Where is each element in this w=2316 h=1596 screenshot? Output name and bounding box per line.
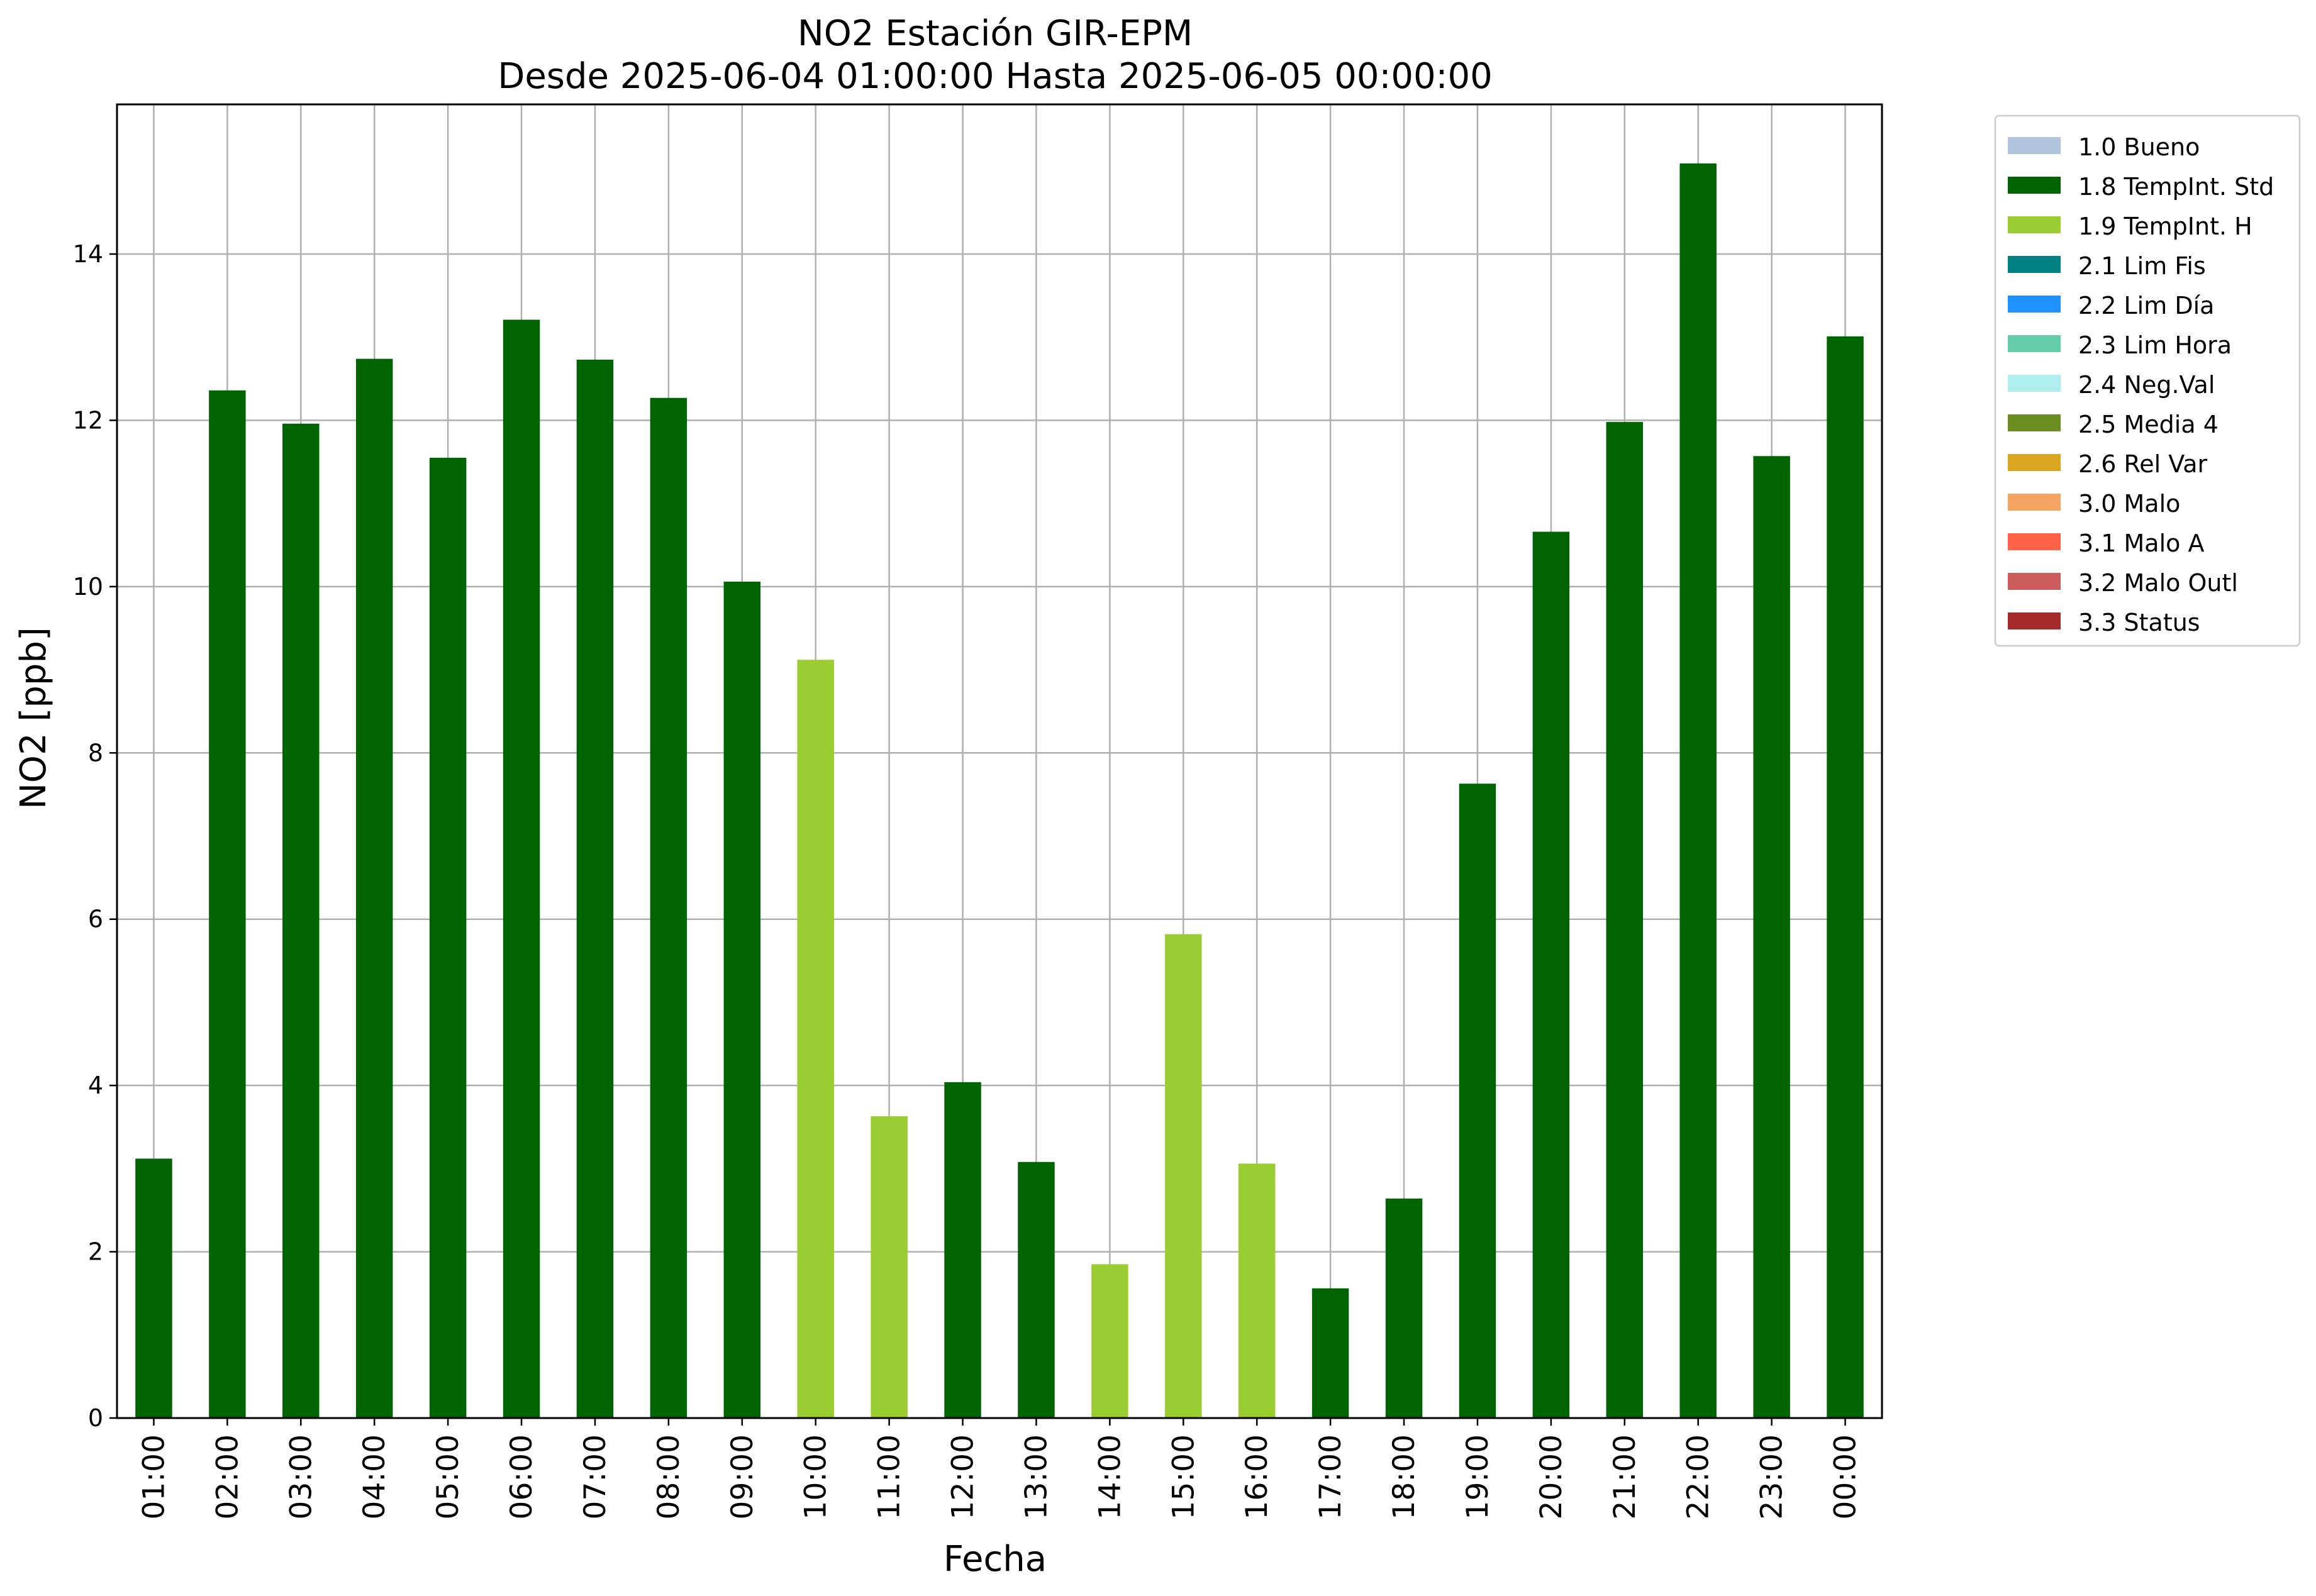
y-tick-label: 10 <box>73 573 103 601</box>
bar <box>1238 1163 1276 1418</box>
bar <box>576 359 614 1418</box>
x-tick-label: 08:00 <box>652 1434 686 1519</box>
x-tick-label: 17:00 <box>1313 1434 1348 1519</box>
bar <box>1165 934 1202 1418</box>
y-tick-label: 0 <box>88 1404 103 1432</box>
x-tick-label: 07:00 <box>578 1434 613 1519</box>
y-tick-label: 6 <box>88 906 103 933</box>
legend-swatch <box>2008 177 2061 194</box>
legend-label: 2.2 Lim Día <box>2078 292 2214 319</box>
bar <box>1091 1264 1128 1418</box>
x-axis: 01:00 02:00 03:00 04:00 05:00 06:00 07:00 08:00… <box>136 1418 1863 1519</box>
legend-swatch <box>2008 612 2061 629</box>
legend-label: 2.3 Lim Hora <box>2078 331 2232 359</box>
bar <box>1753 456 1790 1418</box>
x-tick-label: 10:00 <box>799 1434 833 1519</box>
legend-label: 3.3 Status <box>2078 609 2200 636</box>
bar <box>209 390 246 1418</box>
y-tick-label: 4 <box>88 1072 103 1099</box>
bar <box>135 1158 172 1418</box>
x-tick-label: 21:00 <box>1608 1434 1642 1519</box>
legend-label: 3.0 Malo <box>2078 490 2180 518</box>
bar <box>1532 531 1570 1418</box>
legend-swatch <box>2008 454 2061 471</box>
bar <box>1679 163 1717 1418</box>
x-tick-label: 23:00 <box>1755 1434 1790 1519</box>
x-tick-label: 18:00 <box>1387 1434 1422 1519</box>
legend-label: 3.1 Malo A <box>2078 529 2204 557</box>
legend-label: 2.4 Neg.Val <box>2078 371 2215 399</box>
x-axis-label: Fecha <box>944 1539 1047 1580</box>
legend-swatch <box>2008 256 2061 273</box>
x-tick-label: 02:00 <box>210 1434 245 1519</box>
x-tick-label: 06:00 <box>504 1434 539 1519</box>
bar <box>650 397 688 1418</box>
legend-label: 2.1 Lim Fis <box>2078 252 2206 280</box>
bar <box>282 423 320 1418</box>
legend-label: 2.5 Media 4 <box>2078 411 2219 438</box>
legend-label: 3.2 Malo Outl <box>2078 569 2238 597</box>
legend-swatch <box>2008 216 2061 233</box>
x-tick-label: 00:00 <box>1829 1434 1863 1519</box>
chart-title: NO2 Estación GIR-EPM <box>798 13 1193 54</box>
legend-label: 1.8 TempInt. Std <box>2078 173 2274 201</box>
bar <box>1018 1161 1055 1418</box>
x-tick-label: 22:00 <box>1681 1434 1716 1519</box>
bar <box>503 319 540 1418</box>
y-tick-label: 14 <box>73 240 103 268</box>
bar <box>1459 784 1496 1418</box>
x-tick-label: 20:00 <box>1534 1434 1569 1519</box>
x-tick-label: 05:00 <box>431 1434 465 1519</box>
legend-swatch <box>2008 414 2061 431</box>
x-tick-label: 11:00 <box>872 1434 907 1519</box>
legend-label: 1.9 TempInt. H <box>2078 213 2252 240</box>
x-tick-label: 19:00 <box>1461 1434 1495 1519</box>
y-tick-label: 8 <box>88 739 103 767</box>
chart-subtitle: Desde 2025-06-04 01:00:00 Hasta 2025-06-… <box>498 56 1493 97</box>
legend-swatch <box>2008 335 2061 352</box>
legend-swatch <box>2008 296 2061 313</box>
x-tick-label: 13:00 <box>1019 1434 1054 1519</box>
y-tick-label: 2 <box>88 1238 103 1266</box>
x-tick-label: 12:00 <box>946 1434 981 1519</box>
bar <box>355 358 393 1418</box>
legend: 1.0 Bueno 1.8 TempInt. Std 1.9 TempInt. H 2… <box>1994 114 2301 647</box>
x-tick-label: 09:00 <box>725 1434 760 1519</box>
x-tick-label: 03:00 <box>284 1434 318 1519</box>
legend-swatch <box>2008 137 2061 154</box>
bar <box>1311 1288 1349 1418</box>
x-tick-label: 16:00 <box>1240 1434 1274 1519</box>
legend-label: 2.6 Rel Var <box>2078 450 2208 478</box>
bar <box>1385 1198 1423 1418</box>
legend-swatch <box>2008 533 2061 550</box>
bar <box>429 457 467 1418</box>
x-tick-label: 15:00 <box>1166 1434 1201 1519</box>
x-tick-label: 04:00 <box>357 1434 392 1519</box>
plot-area-frame <box>116 103 1883 1419</box>
legend-swatch <box>2008 494 2061 511</box>
bars <box>135 163 1864 1418</box>
x-tick-label: 14:00 <box>1093 1434 1127 1519</box>
legend-label: 1.0 Bueno <box>2078 133 2200 161</box>
bar <box>871 1116 908 1418</box>
bar <box>723 581 761 1418</box>
bar <box>944 1082 981 1418</box>
y-tick-label: 12 <box>73 406 103 434</box>
bar <box>1827 336 1864 1418</box>
y-axis-label: NO2 [ppb] <box>13 627 54 809</box>
bar <box>797 660 834 1418</box>
legend-frame <box>1994 114 2301 647</box>
legend-swatch <box>2008 573 2061 590</box>
legend-swatch <box>2008 375 2061 392</box>
bar <box>1606 422 1644 1418</box>
x-tick-label: 01:00 <box>136 1434 171 1519</box>
y-axis: 0 2 4 6 8 10 12 14 <box>73 240 117 1432</box>
